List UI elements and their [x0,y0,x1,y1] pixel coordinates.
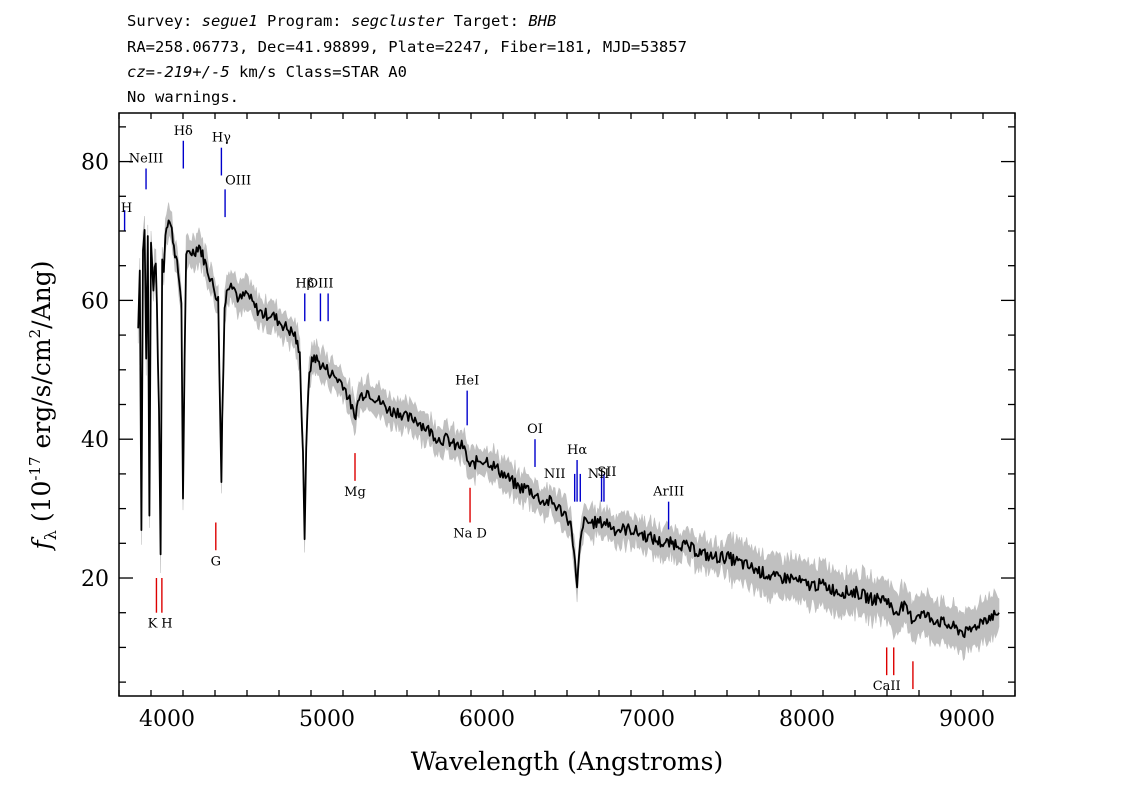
target-label: Target: [444,12,529,30]
line-label-19: Mg [344,485,366,500]
line-label-5: Hβ [295,276,314,291]
x-tick-label: 7000 [619,707,675,732]
line-label-18: G [211,554,221,569]
header-line-2: RA=258.06773, Dec=41.98899, Plate=2247, … [127,38,687,56]
x-tick-label: 8000 [779,707,835,732]
flux-series-line [137,219,1000,639]
x-tick-label: 6000 [459,707,515,732]
axis-ticks: 4000 5000 6000 7000 8000 9000 20 40 60 80 [81,113,1016,732]
line-label-1: NeIII [129,152,163,167]
line-label-17: H [161,617,172,632]
target-value: BHB [528,12,557,30]
line-label-8: HeI [455,374,479,389]
program-value: segcluster [350,12,445,30]
x-tick-label: 5000 [299,707,355,732]
cz-value: -219+/-5 [155,63,230,81]
y-tick-label: 80 [81,151,109,176]
line-label-21: CaII [873,679,901,694]
line-label-10: NII [544,467,566,482]
line-label-11: Hα [567,443,587,458]
y-tick-label: 40 [81,428,109,453]
survey-label: Survey: [127,12,202,30]
y-tick-label: 60 [81,289,109,314]
header-line-3: cz=-219+/-5 km/s Class=STAR A0 [127,63,407,81]
line-label-6: OIII [307,276,333,291]
x-axis-label: Wavelength (Angstroms) [411,747,723,776]
line-label-3: Hγ [212,131,231,146]
header-line-4: No warnings. [127,88,239,106]
header-line-1: Survey: segue1 Program: segcluster Targe… [127,12,556,30]
line-label-15: ArIII [652,485,684,500]
y-axis-label: fλ (10-17 erg/s/cm2/Ang) [26,260,60,551]
y-tick-label: 20 [81,567,109,592]
line-label-2: Hδ [174,124,193,139]
line-label-16: K [148,617,158,632]
flux-layer [137,219,1000,639]
program-label: Program: [257,12,351,30]
error-band-layer [137,202,1000,662]
line-label-14: SII [597,465,616,480]
line-label-0: H [121,201,132,216]
line-label-9: OI [527,422,543,437]
error-band [137,202,1000,662]
cz-suffix: km/s Class=STAR A0 [229,63,407,81]
x-tick-label: 9000 [939,707,995,732]
line-label-4: OIII [225,173,251,188]
line-label-20: Na D [453,526,487,541]
cz-prefix: cz= [127,63,155,81]
survey-value: segue1 [201,12,258,30]
x-tick-label: 4000 [139,707,195,732]
